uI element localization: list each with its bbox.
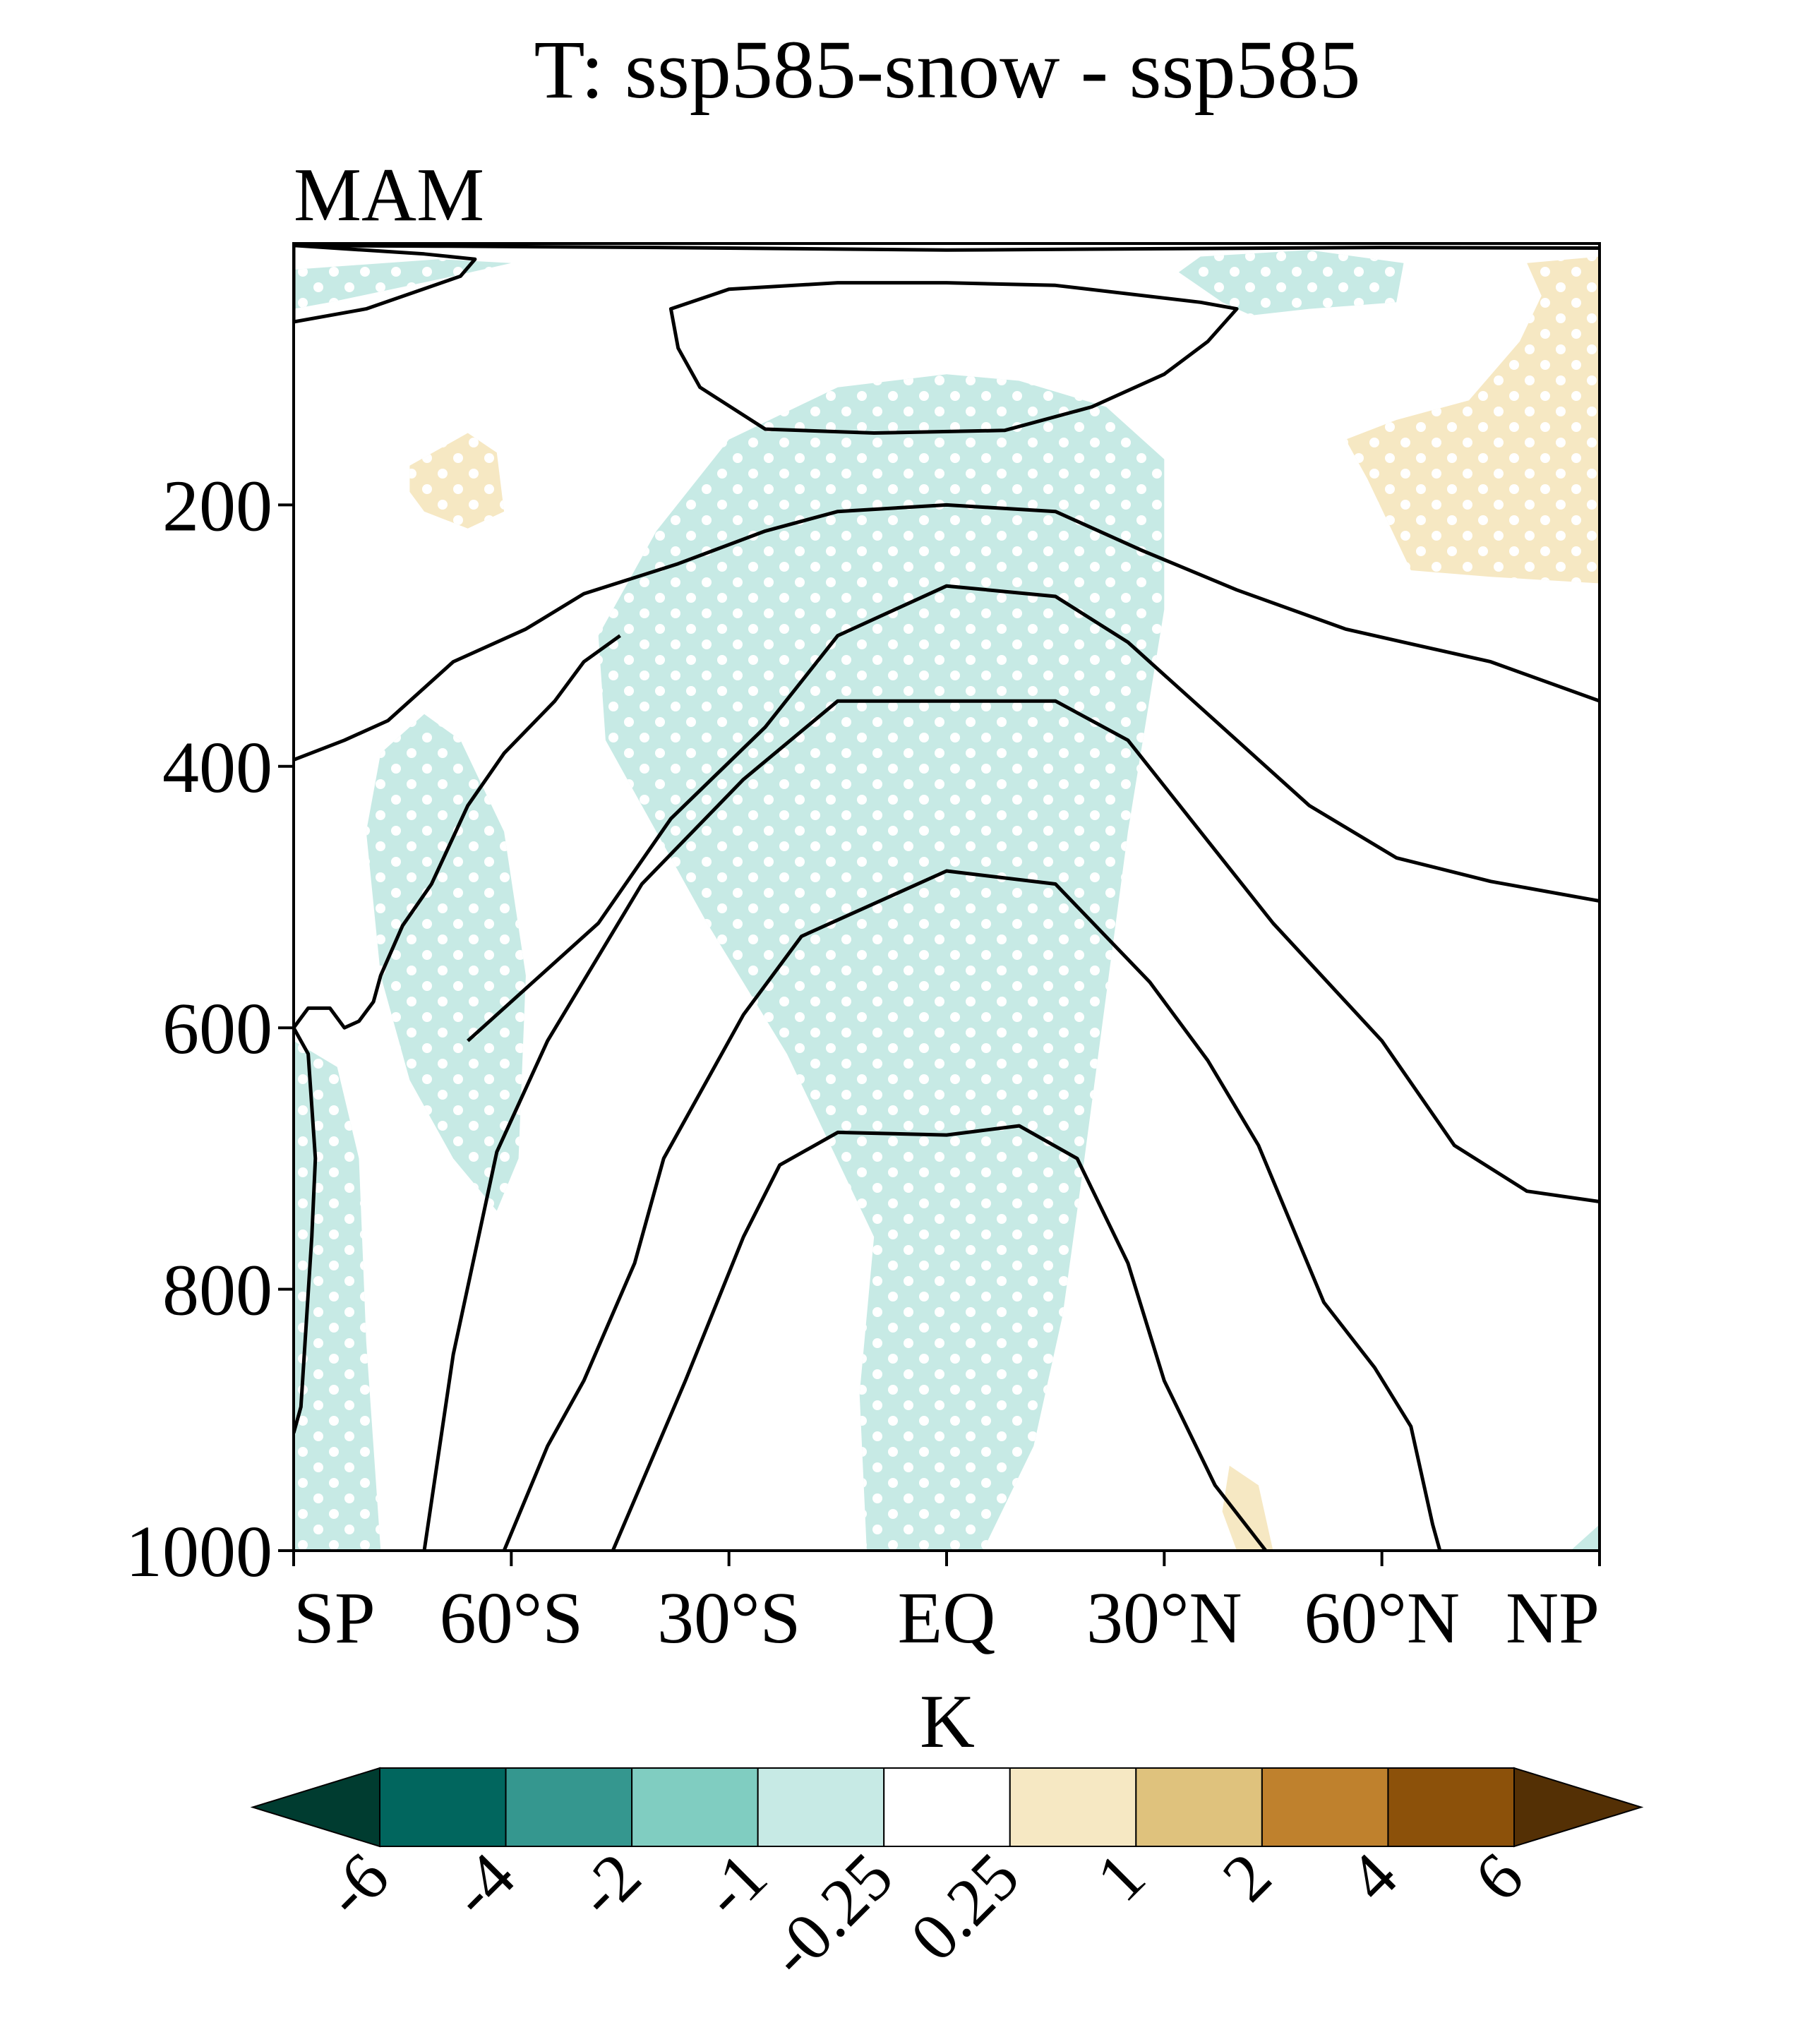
colorbar: K -6 -4 -2 -1-0.250.25 1 2 4 6 xyxy=(250,1680,1644,1991)
colorbar-box-1 xyxy=(505,1767,633,1847)
colorbar-labels: -6 -4 -2 -1-0.250.25 1 2 4 6 xyxy=(310,1838,1537,1991)
colorbar-label-9: 6 xyxy=(1460,1838,1537,1916)
shaded-regions xyxy=(294,250,1600,1551)
stipple-region-1 xyxy=(1178,250,1404,315)
colorbar-arrow-high xyxy=(1513,1767,1644,1848)
x-tick-label-60°N: 60°N xyxy=(1304,1577,1460,1659)
x-tick-label-SP: SP xyxy=(294,1577,376,1659)
colorbar-boxes xyxy=(250,1767,1644,1848)
x-tick-label-30°N: 30°N xyxy=(1086,1577,1242,1659)
colorbar-box-0 xyxy=(379,1767,507,1847)
stipple-region-2 xyxy=(598,374,1165,1551)
contour-c680 xyxy=(611,1124,1268,1551)
contour-c260 xyxy=(467,584,1600,1042)
colorbar-label-3: -1 xyxy=(688,1838,781,1931)
colorbar-label-5: 0.25 xyxy=(896,1838,1033,1975)
stipple-region-0 xyxy=(294,259,512,309)
colorbar-label-2: -2 xyxy=(562,1838,655,1931)
x-tick-label-60°S: 60°S xyxy=(440,1577,583,1659)
contour-sp-edge xyxy=(294,1026,318,1433)
stipple-region-7 xyxy=(1345,256,1600,584)
shaded-region-negative-5 xyxy=(1570,1525,1600,1551)
stipple-region-6 xyxy=(409,433,505,529)
chart-title: T: ssp585-snow - ssp585 xyxy=(534,23,1361,116)
contour-c480 xyxy=(502,869,1442,1551)
y-tick-label-400: 400 xyxy=(162,727,272,808)
contour-sp-squiggle xyxy=(294,634,621,1030)
colorbar-box-2 xyxy=(631,1767,759,1847)
colorbar-label-1: -4 xyxy=(436,1838,529,1931)
y-tick-label-800: 800 xyxy=(162,1250,272,1331)
stipple-region-3 xyxy=(366,714,526,1211)
shaded-region-positive-8 xyxy=(1222,1465,1273,1551)
y-tick-label-200: 200 xyxy=(162,465,272,546)
colorbar-label-7: 2 xyxy=(1208,1838,1285,1916)
colorbar-label-4: -0.25 xyxy=(754,1838,907,1991)
colorbar-label-6: 1 xyxy=(1082,1838,1160,1916)
colorbar-box-4 xyxy=(883,1767,1011,1847)
contour-c350 xyxy=(422,699,1600,1551)
y-tick-label-1000: 1000 xyxy=(126,1511,272,1592)
x-tick-label-NP: NP xyxy=(1506,1577,1600,1659)
contour-lines xyxy=(294,244,1600,1551)
colorbar-box-6 xyxy=(1135,1767,1263,1847)
contour-c200 xyxy=(294,503,1600,762)
contour-sp-upper-loop xyxy=(294,244,477,324)
contour-top-sliver xyxy=(294,244,1600,252)
colorbar-box-5 xyxy=(1009,1767,1137,1847)
y-axis: 200 400 600 800 1000 xyxy=(126,465,294,1592)
plot-area xyxy=(292,242,1601,1552)
colorbar-label-0: -6 xyxy=(310,1838,403,1931)
x-tick-label-30°S: 30°S xyxy=(657,1577,800,1659)
colorbar-label-8: 4 xyxy=(1334,1838,1412,1916)
contour-upper-oval xyxy=(668,281,1239,435)
y-tick-label-600: 600 xyxy=(162,988,272,1069)
colorbar-arrow-low xyxy=(250,1767,380,1848)
colorbar-box-8 xyxy=(1387,1767,1516,1847)
colorbar-box-7 xyxy=(1261,1767,1389,1847)
x-axis: SP 60°S 30°S EQ 30°N 60°N NP xyxy=(292,1551,1601,1659)
colorbar-box-3 xyxy=(757,1767,885,1847)
x-tick-label-EQ: EQ xyxy=(898,1577,996,1659)
chart-subtitle: MAM xyxy=(294,153,484,237)
colorbar-label: K xyxy=(920,1680,975,1764)
